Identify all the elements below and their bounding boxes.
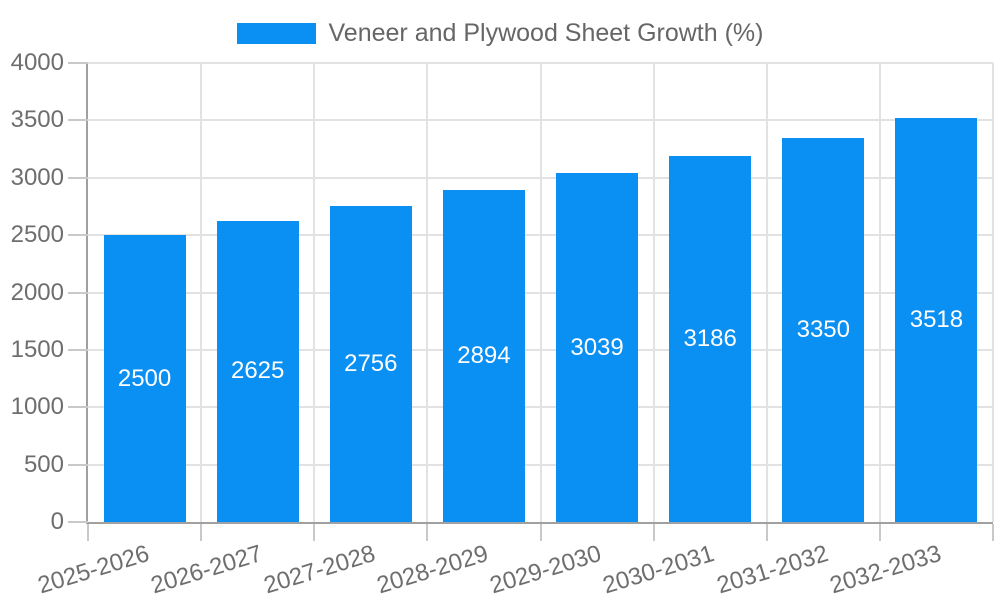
y-tick-label: 2500 <box>10 221 64 249</box>
bar-2029-2030 <box>556 173 639 522</box>
x-axis-tick <box>652 524 655 541</box>
x-tick-label: 2032-2033 <box>826 540 945 600</box>
x-axis-tick <box>87 524 89 541</box>
y-tick-label: 1500 <box>10 335 64 363</box>
plot-area: 2500 2625 2756 2894 3039 3186 3350 3518 <box>86 62 994 524</box>
y-axis-tick <box>68 348 88 351</box>
y-tick-label: 3000 <box>10 163 64 191</box>
gridline-vertical <box>652 63 655 522</box>
x-tick-label: 2029-2030 <box>487 540 605 600</box>
gridline-vertical <box>200 63 203 522</box>
bar-value-label: 2500 <box>117 364 172 392</box>
bar-value-label: 2756 <box>344 349 398 377</box>
bar-value-label: 2894 <box>457 341 511 369</box>
y-axis-tick <box>68 406 88 409</box>
y-tick-label: 3500 <box>10 106 64 134</box>
y-axis-tick <box>68 463 88 466</box>
chart-legend: Veneer and Plywood Sheet Growth (%) <box>0 19 1000 48</box>
x-axis-tick <box>878 524 881 541</box>
gridline-vertical <box>765 63 768 522</box>
y-axis-tick <box>68 176 88 179</box>
x-axis-tick <box>426 524 429 541</box>
bar-value-label: 2625 <box>230 357 285 385</box>
gridline-vertical <box>992 63 994 522</box>
bar-2026-2027 <box>216 220 299 522</box>
bar-value-label: 3350 <box>796 315 850 343</box>
x-tick-label: 2030-2031 <box>600 540 718 600</box>
gridline-vertical <box>539 63 542 522</box>
x-tick-label: 2028-2029 <box>373 540 492 600</box>
bar-2032-2033 <box>895 118 978 522</box>
y-tick-label: 0 <box>50 508 64 535</box>
x-axis-tick <box>200 524 203 541</box>
bar-2027-2028 <box>329 205 412 522</box>
x-tick-label: 2027-2028 <box>260 540 379 600</box>
gridline-vertical <box>313 63 316 522</box>
x-axis-tick <box>539 524 542 541</box>
gridline-vertical <box>426 63 429 522</box>
y-axis-tick <box>68 234 88 237</box>
x-tick-label: 2031-2032 <box>713 540 831 600</box>
x-axis-tick <box>765 524 768 541</box>
y-axis-tick <box>68 62 88 64</box>
bar-2028-2029 <box>442 189 525 522</box>
bar-2025-2026 <box>103 235 186 522</box>
y-tick-label: 4000 <box>10 49 64 76</box>
bar-2030-2031 <box>669 156 752 522</box>
bar-2031-2032 <box>782 137 865 522</box>
y-axis-tick <box>68 521 88 523</box>
bar-value-label: 3039 <box>570 333 624 361</box>
y-tick-label: 1000 <box>10 393 64 421</box>
x-tick-label: 2025-2026 <box>34 540 153 600</box>
legend-swatch-icon <box>236 23 316 44</box>
x-tick-label: 2026-2027 <box>147 540 266 600</box>
x-axis-tick <box>313 524 316 541</box>
bar-value-label: 3186 <box>683 325 737 353</box>
legend-item[interactable]: Veneer and Plywood Sheet Growth (%) <box>236 19 764 48</box>
gridline-vertical <box>878 63 881 522</box>
y-axis-tick <box>68 291 88 294</box>
bar-value-label: 3518 <box>909 306 964 334</box>
y-axis-tick <box>68 119 88 122</box>
y-tick-label: 2000 <box>10 278 64 306</box>
legend-label: Veneer and Plywood Sheet Growth (%) <box>328 19 764 47</box>
x-axis-tick <box>992 524 994 541</box>
y-tick-label: 500 <box>23 450 64 478</box>
